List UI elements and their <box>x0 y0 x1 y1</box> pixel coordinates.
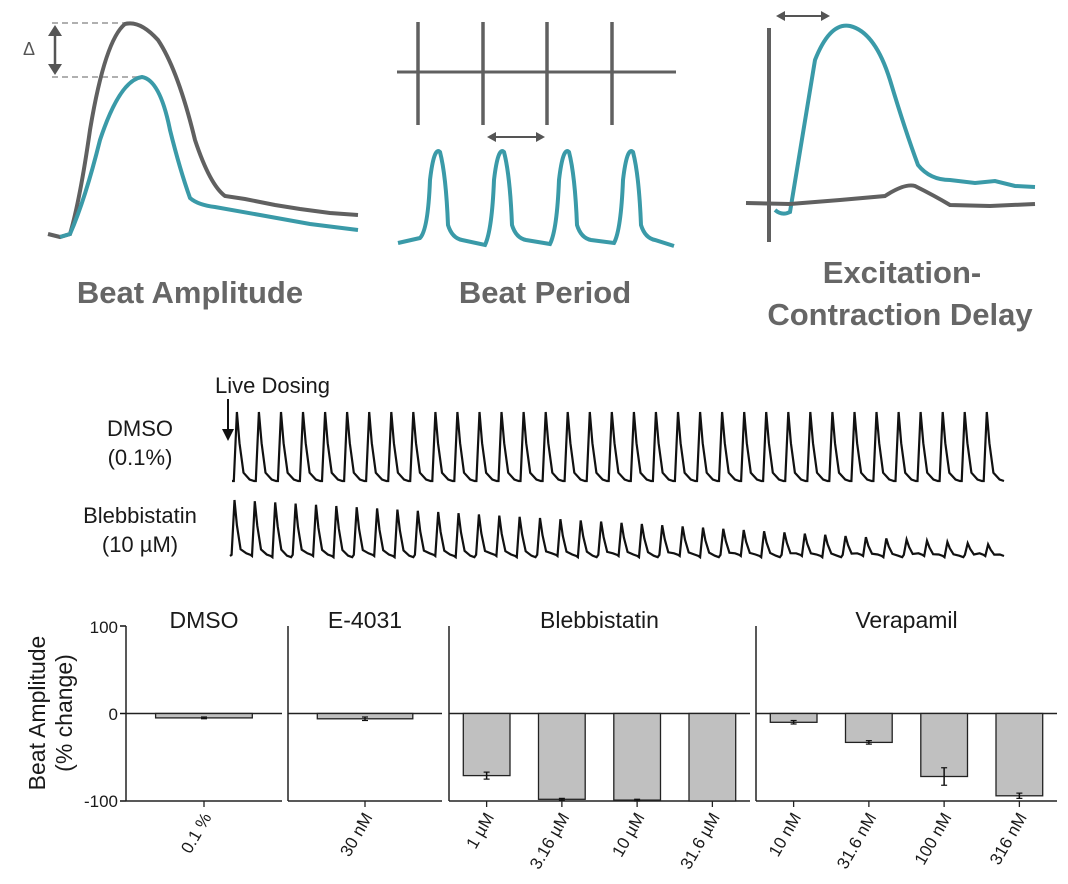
amplitude-gray-trace <box>47 21 359 240</box>
blebbistatin-x-tick-label-1: 3.16 µM <box>526 810 573 873</box>
beat-amplitude-bar-chart: Beat Amplitude (% change) 100 0 -100 DMS… <box>24 607 1057 873</box>
chart-ylabel-line2: (% change) <box>51 654 77 772</box>
ec-delay-gray-trace <box>745 183 1036 209</box>
verapamil-x-tick-label-0: 10 nM <box>765 810 805 860</box>
ec-delay-teal-trace <box>773 23 1036 216</box>
e-4031-panel-title: E-4031 <box>328 607 402 633</box>
ec-delay-arrow-head-left <box>776 11 785 21</box>
ec-delay-diagram: Excitation- Contraction Delay <box>745 11 1036 332</box>
blebbistatin-trace-label-line1: Blebbistatin <box>83 503 197 528</box>
dmso-trace-label-line2: (0.1%) <box>108 445 173 470</box>
ec-delay-label-line2: Contraction Delay <box>767 297 1033 332</box>
live-dosing-arrow-head <box>222 429 234 441</box>
beat-amplitude-label: Beat Amplitude <box>77 275 303 310</box>
dmso-trace-label-line1: DMSO <box>107 416 173 441</box>
blebbistatin-trace-label-line2: (10 µM) <box>102 532 178 557</box>
amplitude-arrow-head-down <box>48 64 62 75</box>
traces-section: Live Dosing DMSO (0.1%) Blebbistatin (10… <box>83 373 1005 560</box>
verapamil-x-tick-label-1: 31.6 nM <box>833 810 880 873</box>
beat-amplitude-diagram: Δ Beat Amplitude <box>23 21 359 310</box>
blebbistatin-bar-2 <box>613 712 662 801</box>
y-tick-label-top: 100 <box>90 618 118 637</box>
blebbistatin-x-tick-label-2: 10 µM <box>608 810 648 861</box>
blebbistatin-panel-title: Blebbistatin <box>540 607 659 633</box>
verapamil-bar-3 <box>995 712 1044 797</box>
e-4031-x-tick-label-0: 30 nM <box>336 810 376 860</box>
beat-period-diagram: Beat Period <box>397 22 676 310</box>
period-arrow-head-left <box>487 132 496 142</box>
delta-symbol: Δ <box>23 39 35 59</box>
chart-ylabel-line1: Beat Amplitude <box>24 636 50 791</box>
beat-period-label: Beat Period <box>459 275 631 310</box>
blebbistatin-bar-1 <box>537 712 586 800</box>
verapamil-x-tick-label-3: 316 nM <box>986 810 1031 869</box>
y-tick-label-zero: 0 <box>109 705 118 724</box>
verapamil-panel-title: Verapamil <box>855 607 957 633</box>
ec-delay-label-line1: Excitation- <box>823 255 981 290</box>
dmso-x-tick-label-0: 0.1 % <box>177 810 215 857</box>
y-tick-label-bottom: -100 <box>84 792 118 811</box>
verapamil-bar-1 <box>844 712 893 744</box>
blebbistatin-bar-0 <box>462 712 511 777</box>
blebbistatin-x-tick-label-0: 1 µM <box>463 810 499 853</box>
verapamil-bar-2 <box>920 712 969 778</box>
period-teal-trace <box>397 149 675 248</box>
blebbistatin-x-tick-label-3: 31.6 µM <box>676 810 723 873</box>
ec-delay-arrow-head-right <box>821 11 830 21</box>
blebbistatin-bar-3 <box>688 712 737 802</box>
period-arrow-head-right <box>536 132 545 142</box>
amplitude-arrow-head-up <box>48 25 62 36</box>
dmso-panel-title: DMSO <box>170 607 239 633</box>
amplitude-teal-trace <box>59 74 359 239</box>
blebbistatin-beat-trace <box>229 499 1005 560</box>
verapamil-x-tick-label-2: 100 nM <box>911 810 956 869</box>
dmso-beat-trace <box>232 411 1005 483</box>
live-dosing-label: Live Dosing <box>215 373 330 398</box>
